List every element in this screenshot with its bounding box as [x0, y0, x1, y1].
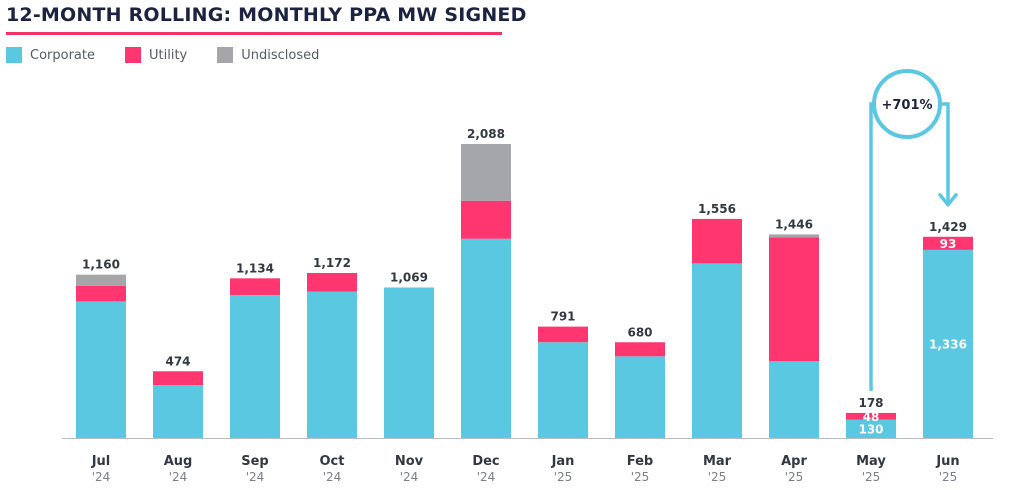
bar-corporate-oct	[307, 291, 357, 438]
bar-corporate-may	[846, 419, 896, 438]
legend-label-undisclosed: Undisclosed	[241, 47, 320, 63]
bar-utility-oct	[307, 272, 357, 292]
segment-label-corporate-jun: 1,336	[929, 337, 967, 351]
total-label-aug: 474	[165, 354, 190, 368]
bar-utility-jan	[538, 326, 588, 343]
bar-undisclosed-jul	[76, 274, 126, 286]
x-tick-year-aug: '24	[169, 470, 188, 484]
x-tick-month-jun: Jun	[935, 454, 959, 469]
bar-utility-feb	[615, 342, 665, 357]
total-label-sep: 1,134	[236, 261, 274, 275]
x-tick-month-feb: Feb	[627, 454, 653, 469]
chart-title: 12-MONTH ROLLING: MONTHLY PPA MW SIGNED	[6, 4, 527, 26]
x-tick-month-sep: Sep	[241, 454, 269, 469]
x-tick-year-jun: '25	[939, 470, 958, 484]
bar-corporate-aug	[153, 385, 203, 438]
bar-utility-jul	[76, 285, 126, 302]
annotation-connector-left	[869, 102, 874, 391]
x-tick-year-sep: '24	[246, 470, 265, 484]
bar-corporate-jun	[923, 249, 973, 438]
bar-corporate-feb	[615, 356, 665, 438]
x-tick-month-oct: Oct	[320, 454, 345, 469]
legend-label-corporate: Corporate	[30, 47, 95, 63]
annotation-text: +701%	[881, 98, 932, 113]
total-label-oct: 1,172	[313, 256, 351, 270]
annotation-arrowhead	[938, 193, 958, 207]
annotation-connector-right	[940, 102, 950, 203]
total-label-jun: 1,429	[929, 220, 967, 234]
x-tick-year-jan: '25	[554, 470, 573, 484]
legend-item-undisclosed: Undisclosed	[217, 47, 319, 63]
bar-corporate-apr	[769, 361, 819, 438]
bar-corporate-jan	[538, 342, 588, 438]
bar-utility-sep	[230, 278, 280, 296]
total-label-nov: 1,069	[390, 270, 428, 284]
total-label-may: 178	[858, 396, 883, 410]
bar-utility-may	[846, 412, 896, 420]
total-label-jul: 1,160	[82, 258, 120, 272]
legend-swatch-utility	[125, 47, 141, 63]
legend-swatch-undisclosed	[217, 47, 234, 63]
x-tick-month-nov: Nov	[395, 454, 424, 469]
x-tick-month-aug: Aug	[164, 454, 193, 469]
annotation-circle	[872, 69, 942, 139]
legend: Corporate Utility Undisclosed	[6, 47, 319, 63]
x-tick-year-oct: '24	[323, 470, 342, 484]
bar-corporate-dec	[461, 238, 511, 438]
x-tick-year-dec: '24	[477, 470, 496, 484]
total-label-jan: 791	[550, 310, 575, 324]
bar-corporate-sep	[230, 295, 280, 438]
total-label-mar: 1,556	[698, 202, 736, 216]
total-label-feb: 680	[627, 325, 652, 339]
bar-utility-dec	[461, 200, 511, 239]
segment-label-corporate-may: 130	[858, 422, 883, 436]
x-tick-year-feb: '25	[631, 470, 650, 484]
bar-undisclosed-apr	[769, 234, 819, 238]
x-tick-month-jan: Jan	[551, 454, 575, 469]
legend-label-utility: Utility	[149, 47, 188, 63]
legend-item-utility: Utility	[125, 47, 187, 63]
segment-label-utility-jun: 93	[940, 237, 957, 251]
legend-item-corporate: Corporate	[6, 47, 95, 63]
total-label-dec: 2,088	[467, 127, 505, 141]
segment-label-utility-may: 48	[863, 410, 880, 424]
bar-utility-aug	[153, 371, 203, 386]
legend-swatch-corporate	[6, 47, 22, 63]
bar-corporate-nov	[384, 287, 434, 438]
x-tick-month-may: May	[856, 454, 886, 469]
bar-corporate-jul	[76, 301, 126, 438]
bar-utility-apr	[769, 237, 819, 362]
bar-undisclosed-dec	[461, 144, 511, 201]
bar-utility-jun	[923, 236, 973, 250]
x-tick-year-jul: '24	[92, 470, 111, 484]
title-underline	[6, 32, 502, 35]
x-tick-month-mar: Mar	[703, 454, 732, 469]
x-tick-year-mar: '25	[708, 470, 727, 484]
bar-corporate-mar	[692, 263, 742, 438]
x-tick-year-may: '25	[862, 470, 881, 484]
total-label-apr: 1,446	[775, 217, 813, 231]
x-tick-month-jul: Jul	[91, 454, 111, 469]
x-tick-month-dec: Dec	[472, 454, 499, 469]
x-tick-year-apr: '25	[785, 470, 804, 484]
x-tick-month-apr: Apr	[781, 454, 807, 469]
x-tick-year-nov: '24	[400, 470, 419, 484]
bar-utility-mar	[692, 218, 742, 264]
